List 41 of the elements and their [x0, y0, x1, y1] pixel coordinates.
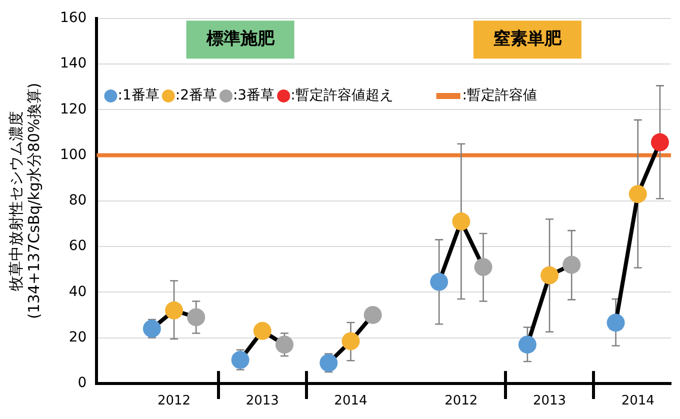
x-tick-label: 2013	[246, 394, 279, 409]
x-tick-label: 2014	[334, 394, 368, 409]
x-tick-label: 2014	[621, 394, 654, 409]
legend-label: :暫定許容値	[462, 88, 538, 104]
point	[231, 350, 250, 369]
point	[430, 272, 448, 291]
annotation: 窒素単肥	[493, 29, 562, 50]
point	[253, 322, 272, 340]
x-tick-label: 2012	[444, 394, 478, 409]
point	[650, 133, 669, 152]
x-tick-label: 2012	[157, 394, 191, 409]
annotation: 標準施肥	[205, 29, 276, 50]
point	[540, 266, 559, 284]
point	[628, 185, 647, 204]
point	[474, 258, 492, 276]
y-tick-label: 80	[68, 192, 87, 209]
y-tick-label: 140	[60, 56, 87, 72]
y-axis-title: 牧草中放射性セシウム濃度 (134+137CsBq/kg水分80%換算)	[6, 82, 43, 320]
point	[518, 336, 536, 354]
y-tick-label: 120	[60, 101, 87, 118]
y-tick-label: 100	[60, 146, 87, 163]
y-tick-label: 60	[68, 238, 87, 254]
y-tick-label: 20	[68, 329, 87, 346]
legend-label: :暫定許容値超え	[290, 88, 394, 104]
point	[364, 306, 382, 324]
point	[142, 320, 161, 338]
y-tick-label: 160	[60, 10, 87, 26]
point	[320, 354, 338, 372]
point	[165, 301, 184, 320]
x-tick-label: 2013	[532, 394, 566, 409]
point	[452, 212, 470, 230]
point	[275, 336, 294, 354]
legend-label: :2番草	[175, 88, 217, 104]
legend-label: :3番草	[232, 88, 275, 104]
point	[187, 308, 206, 326]
y-tick-label: 40	[68, 284, 87, 300]
point	[606, 314, 625, 332]
point	[562, 256, 581, 274]
y-tick-label: 0	[78, 375, 87, 392]
point	[342, 332, 360, 350]
legend-label: :1番草	[118, 88, 160, 104]
